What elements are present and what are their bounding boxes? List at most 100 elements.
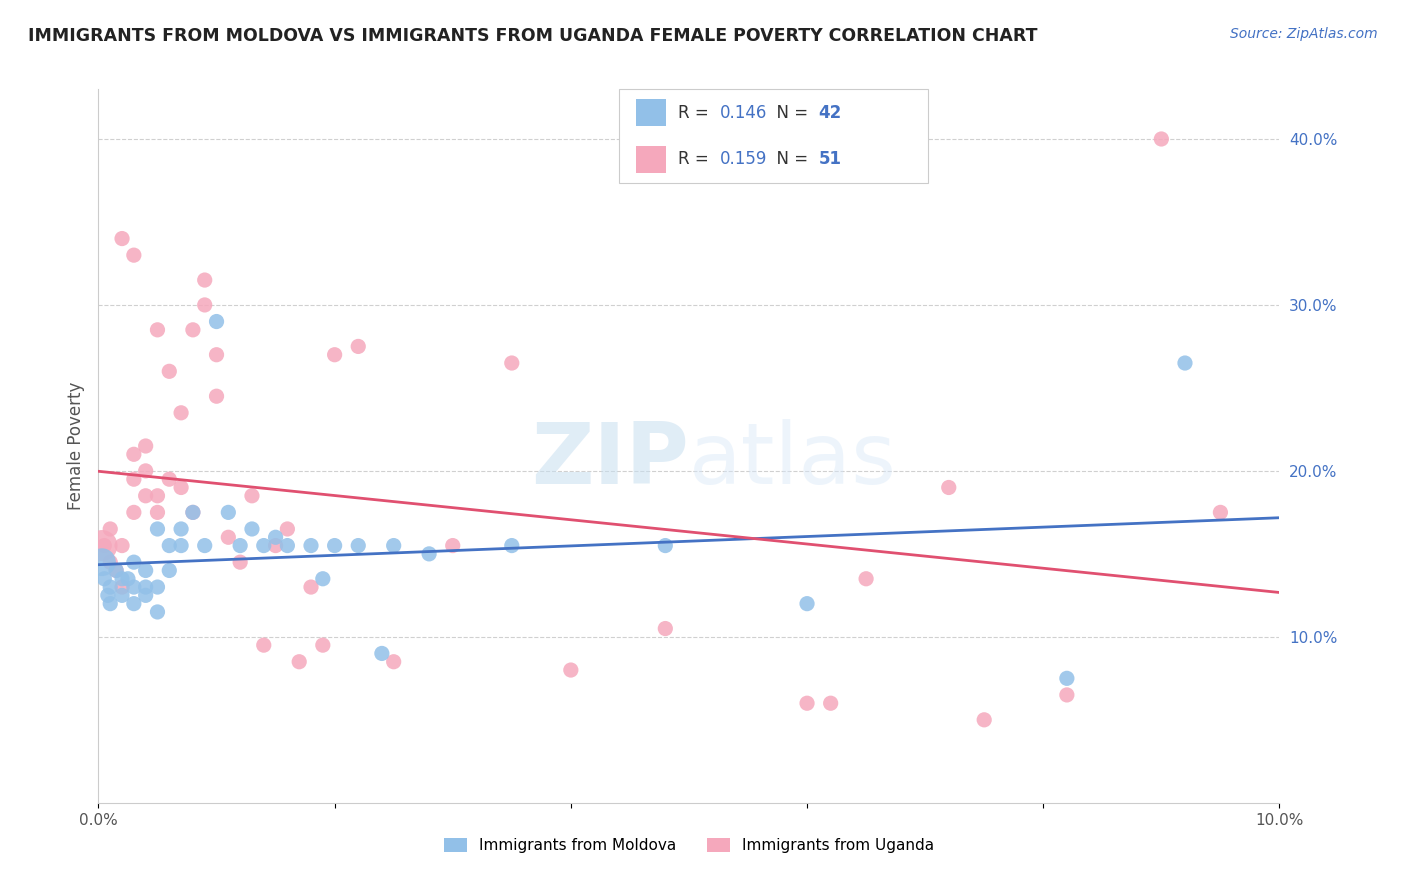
Point <box>157 364 180 378</box>
Point <box>135 464 157 478</box>
Point <box>181 505 204 519</box>
Point <box>135 439 157 453</box>
Point <box>105 564 128 578</box>
Point <box>111 588 134 602</box>
Point <box>105 564 128 578</box>
Point <box>796 597 818 611</box>
Point <box>323 539 346 553</box>
Legend: Immigrants from Moldova, Immigrants from Uganda: Immigrants from Moldova, Immigrants from… <box>437 832 941 859</box>
Point <box>240 489 263 503</box>
Point <box>181 505 204 519</box>
Point <box>146 323 169 337</box>
Point <box>217 530 239 544</box>
Point <box>194 539 217 553</box>
Point <box>111 231 134 245</box>
Point <box>820 696 842 710</box>
Text: atlas: atlas <box>689 418 897 502</box>
Text: R =: R = <box>678 151 714 169</box>
Point <box>312 638 335 652</box>
Text: 51: 51 <box>818 151 841 169</box>
Point <box>97 588 120 602</box>
Text: 0.159: 0.159 <box>720 151 768 169</box>
Point <box>1174 356 1197 370</box>
Point <box>146 580 169 594</box>
Point <box>1209 505 1232 519</box>
Text: ZIP: ZIP <box>531 418 689 502</box>
Point <box>98 555 121 569</box>
Point <box>205 389 228 403</box>
Point <box>1056 671 1078 685</box>
Point <box>253 638 276 652</box>
Text: R =: R = <box>678 103 714 121</box>
Point <box>146 522 169 536</box>
Point <box>135 588 157 602</box>
Point <box>382 655 405 669</box>
Point <box>501 356 523 370</box>
Point <box>111 580 134 594</box>
Point <box>122 248 145 262</box>
Point <box>288 655 311 669</box>
Point <box>418 547 440 561</box>
Point <box>157 539 180 553</box>
Point <box>146 489 169 503</box>
Point <box>98 580 121 594</box>
Point <box>205 348 228 362</box>
Point <box>973 713 995 727</box>
Text: N =: N = <box>766 103 814 121</box>
Point <box>855 572 877 586</box>
Point <box>654 622 676 636</box>
Point <box>135 564 157 578</box>
Point <box>93 572 115 586</box>
Point <box>93 539 115 553</box>
Point <box>157 472 180 486</box>
Point <box>181 323 204 337</box>
Point <box>312 572 335 586</box>
Point <box>111 539 134 553</box>
Point <box>299 580 322 594</box>
Point <box>146 505 169 519</box>
Point <box>194 273 217 287</box>
Point <box>91 555 114 569</box>
Point <box>170 522 193 536</box>
Point <box>157 564 180 578</box>
Point <box>501 539 523 553</box>
Point <box>654 539 676 553</box>
Text: 0.146: 0.146 <box>720 103 768 121</box>
Point <box>264 539 287 553</box>
Point <box>194 298 217 312</box>
Point <box>253 539 276 553</box>
Point <box>170 539 193 553</box>
Point <box>91 539 114 553</box>
Point <box>117 572 139 586</box>
Point <box>122 597 145 611</box>
Point <box>98 597 121 611</box>
Point <box>122 580 145 594</box>
Text: IMMIGRANTS FROM MOLDOVA VS IMMIGRANTS FROM UGANDA FEMALE POVERTY CORRELATION CHA: IMMIGRANTS FROM MOLDOVA VS IMMIGRANTS FR… <box>28 27 1038 45</box>
Point <box>276 522 298 536</box>
Point <box>240 522 263 536</box>
Point <box>122 447 145 461</box>
Point <box>299 539 322 553</box>
Point <box>122 472 145 486</box>
Point <box>122 505 145 519</box>
Point <box>560 663 582 677</box>
Point <box>347 339 370 353</box>
Point <box>111 572 134 586</box>
Point <box>217 505 239 519</box>
Point <box>170 481 193 495</box>
Text: 42: 42 <box>818 103 842 121</box>
Point <box>146 605 169 619</box>
Text: Source: ZipAtlas.com: Source: ZipAtlas.com <box>1230 27 1378 41</box>
Point <box>229 539 252 553</box>
Point <box>371 647 394 661</box>
Point <box>347 539 370 553</box>
Point <box>135 489 157 503</box>
Point <box>98 522 121 536</box>
Point <box>229 555 252 569</box>
Point <box>796 696 818 710</box>
Point <box>1056 688 1078 702</box>
Point <box>170 406 193 420</box>
Point <box>276 539 298 553</box>
Point <box>264 530 287 544</box>
Point <box>1150 132 1173 146</box>
